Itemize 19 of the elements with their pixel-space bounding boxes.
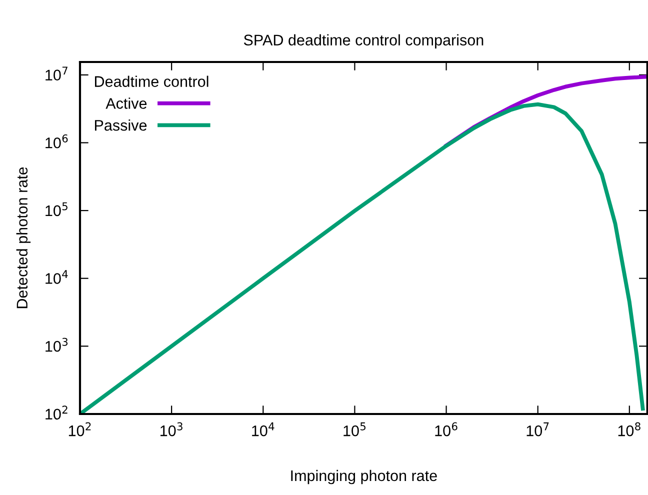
y-tick-label: 10$^{6}$	[46, 134, 68, 148]
x-tick-label: 10$^{6}$	[435, 422, 458, 436]
legend-title: Deadtime control	[95, 76, 208, 87]
x-axis-title: Impinging photon rate	[291, 470, 437, 484]
x-tick-label: 10$^{4}$	[252, 422, 274, 436]
x-tick-label: 10$^{7}$	[526, 422, 549, 436]
y-axis-title: Detected photon rate	[16, 167, 31, 308]
y-tick-label: 10$^{3}$	[46, 338, 68, 352]
y-tick-label: 10$^{4}$	[46, 270, 68, 284]
y-tick-label: 10$^{2}$	[46, 406, 68, 420]
legend-label: Passive	[95, 120, 147, 131]
legend-label: Active	[106, 98, 147, 109]
x-tick-label: 10$^{8}$	[618, 422, 640, 436]
y-tick-label: 10$^{5}$	[46, 202, 68, 216]
chart-title: SPAD deadtime control comparison	[244, 34, 484, 49]
x-tick-label: 10$^{5}$	[344, 422, 366, 436]
y-tick-label: 10$^{7}$	[46, 66, 68, 80]
x-tick-label: 10$^{2}$	[68, 422, 91, 436]
x-tick-label: 10$^{3}$	[160, 422, 182, 436]
